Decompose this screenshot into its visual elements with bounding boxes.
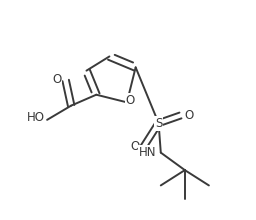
Text: HO: HO bbox=[27, 111, 45, 124]
Text: O: O bbox=[130, 139, 139, 153]
Text: O: O bbox=[125, 94, 135, 107]
Text: S: S bbox=[155, 117, 162, 130]
Text: HN: HN bbox=[139, 146, 156, 159]
Text: O: O bbox=[185, 109, 194, 122]
Text: O: O bbox=[52, 73, 61, 86]
